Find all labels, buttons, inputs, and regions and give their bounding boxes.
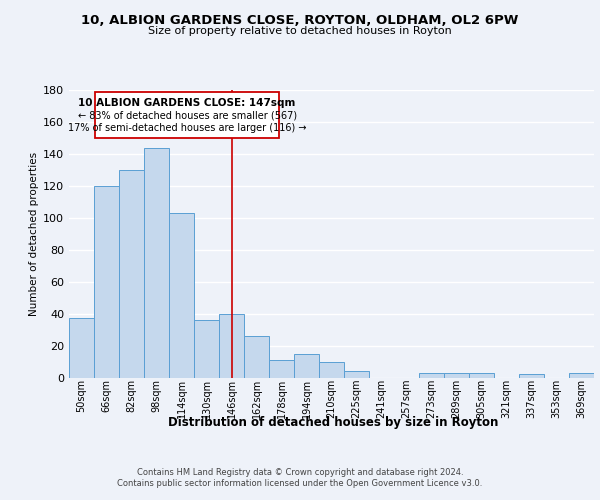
Bar	[194, 320, 219, 378]
Bar	[519, 374, 544, 378]
Bar	[169, 213, 194, 378]
Bar	[294, 354, 319, 378]
Text: Contains public sector information licensed under the Open Government Licence v3: Contains public sector information licen…	[118, 480, 482, 488]
Bar	[144, 148, 169, 378]
Bar	[69, 318, 94, 378]
FancyBboxPatch shape	[95, 92, 279, 138]
Text: 17% of semi-detached houses are larger (116) →: 17% of semi-detached houses are larger (…	[68, 122, 307, 132]
Text: Contains HM Land Registry data © Crown copyright and database right 2024.: Contains HM Land Registry data © Crown c…	[137, 468, 463, 477]
Bar	[419, 372, 444, 378]
Bar	[444, 372, 469, 378]
Text: 10, ALBION GARDENS CLOSE, ROYTON, OLDHAM, OL2 6PW: 10, ALBION GARDENS CLOSE, ROYTON, OLDHAM…	[82, 14, 518, 27]
Bar	[319, 362, 344, 378]
Bar	[119, 170, 144, 378]
Bar	[244, 336, 269, 378]
Bar	[469, 372, 494, 378]
Y-axis label: Number of detached properties: Number of detached properties	[29, 152, 39, 316]
Text: Distribution of detached houses by size in Royton: Distribution of detached houses by size …	[168, 416, 498, 429]
Bar	[569, 372, 594, 378]
Text: 10 ALBION GARDENS CLOSE: 147sqm: 10 ALBION GARDENS CLOSE: 147sqm	[79, 98, 296, 108]
Bar	[94, 186, 119, 378]
Text: Size of property relative to detached houses in Royton: Size of property relative to detached ho…	[148, 26, 452, 36]
Text: ← 83% of detached houses are smaller (567): ← 83% of detached houses are smaller (56…	[77, 110, 296, 120]
Bar	[219, 314, 244, 378]
Bar	[269, 360, 294, 378]
Bar	[344, 371, 369, 378]
